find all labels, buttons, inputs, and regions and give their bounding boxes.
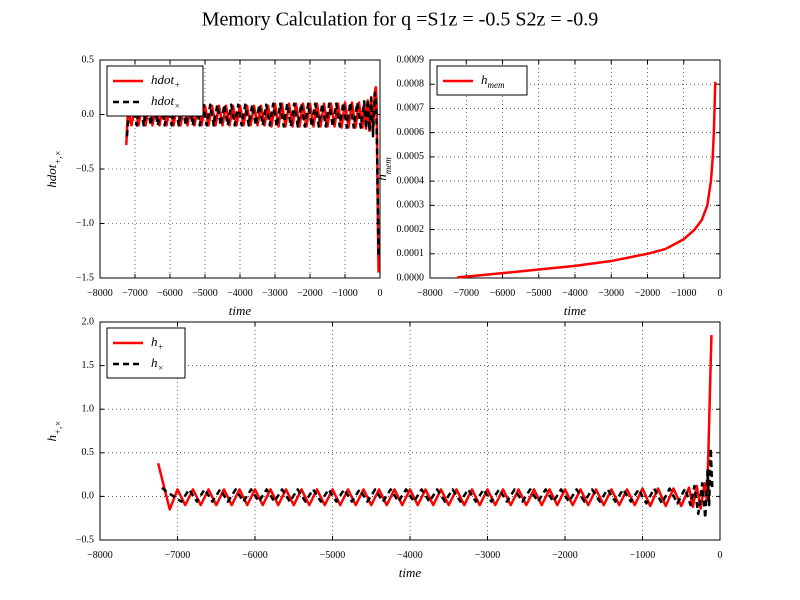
y-tick-label: 0.0008 [397,79,425,90]
label-main: hdot [151,93,175,108]
y-tick-label: 0.0005 [397,151,425,162]
x-tick-label: −8000 [87,550,113,561]
x-tick-label: −4000 [227,288,253,299]
y-tick-label: 0.0 [82,109,95,120]
x-axis-label: time [564,303,587,318]
series-line [161,447,714,520]
y-tick-label: −1.0 [76,218,94,229]
x-axis-label: time [399,565,422,580]
label-sub: × [174,101,180,111]
y-tick-label: 0.0 [82,491,95,502]
y-tick-label: 0.0009 [397,54,425,65]
legend-box [106,327,186,379]
y-tick-label: 0.0004 [397,175,425,186]
series-line [156,335,713,511]
x-tick-label: −5000 [320,550,346,561]
series-line [457,81,717,279]
plot-frame [429,59,721,279]
label: hdot+ [151,72,180,90]
label: hdot× [151,93,180,111]
label: h+,× [44,421,63,442]
x-tick-label: −4000 [562,288,588,299]
x-tick-label: 0 [378,288,383,299]
label-sub: +,× [53,150,63,164]
label-sub: + [174,80,180,90]
x-tick-label: −8000 [87,288,113,299]
label-sub: +,× [53,421,63,435]
x-tick-label: −1000 [332,288,358,299]
legend-box [106,65,204,117]
x-tick-label: −8000 [417,288,443,299]
x-tick-label: −1000 [671,288,697,299]
plot-frame [99,321,721,541]
y-tick-label: −0.5 [76,534,94,545]
label: hmem [374,157,393,181]
y-tick-label: 0.5 [82,447,95,458]
label-sub: × [158,363,164,373]
x-tick-label: −5000 [526,288,552,299]
y-tick-label: 0.0003 [397,200,425,211]
y-tick-label: 1.5 [82,360,95,371]
label: h× [151,355,164,373]
x-tick-label: −7000 [453,288,479,299]
y-tick-label: 0.0001 [397,248,425,259]
x-tick-label: −2000 [297,288,323,299]
x-tick-label: −4000 [397,550,423,561]
y-tick-label: −0.5 [76,163,94,174]
label-main: hdot [44,164,59,188]
x-axis-label: time [229,303,252,318]
y-tick-label: 0.0006 [397,127,425,138]
y-tick-label: 1.0 [82,403,95,414]
y-tick-label: −1.5 [76,272,94,283]
x-tick-label: −3000 [598,288,624,299]
label-main: h [44,435,59,442]
x-tick-label: −3000 [262,288,288,299]
y-tick-label: 0.0007 [397,103,425,114]
series-line [125,91,380,257]
x-tick-label: −2000 [552,550,578,561]
y-tick-label: 0.0000 [397,272,425,283]
label-main: h [481,72,488,87]
x-tick-label: −5000 [192,288,218,299]
label-sub: + [158,342,164,352]
x-tick-label: 0 [718,550,723,561]
label-main: h [374,174,389,181]
y-tick-label: 0.0002 [397,224,425,235]
label-sub: mem [383,157,393,174]
x-tick-label: −6000 [490,288,516,299]
x-tick-label: −2000 [635,288,661,299]
x-tick-label: −7000 [165,550,191,561]
plot-frame [99,59,381,279]
y-tick-label: 0.5 [82,54,95,65]
x-tick-label: −1000 [630,550,656,561]
figure-title: Memory Calculation for q =S1z = -0.5 S2z… [202,9,599,31]
label: hmem [481,72,505,90]
label-main: h [151,334,158,349]
label: hdot+,× [44,150,63,188]
label-main: hdot [151,72,175,87]
label-main: h [151,355,158,370]
x-tick-label: −3000 [475,550,501,561]
label: h+ [151,334,164,352]
x-tick-label: −7000 [122,288,148,299]
x-tick-label: −6000 [242,550,268,561]
label-sub: mem [488,80,505,90]
x-tick-label: 0 [718,288,723,299]
y-tick-label: 2.0 [82,316,95,327]
x-tick-label: −6000 [157,288,183,299]
